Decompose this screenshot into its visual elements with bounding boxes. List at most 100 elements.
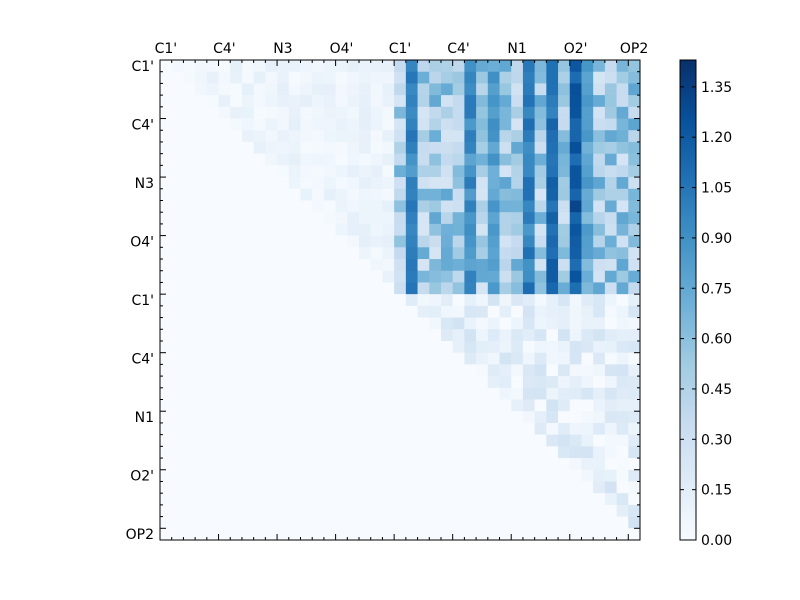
heatmap-cell: [183, 458, 196, 471]
heatmap-cell: [382, 153, 395, 166]
heatmap-cell: [288, 259, 301, 272]
heatmap-cell: [394, 95, 407, 108]
heatmap-cell: [241, 235, 255, 248]
heatmap-cell: [429, 71, 442, 84]
heatmap-cell: [370, 481, 383, 494]
heatmap-cell: [300, 481, 313, 494]
heatmap-cell: [160, 481, 173, 494]
heatmap-cell: [253, 329, 266, 342]
heatmap-cell: [288, 270, 301, 283]
heatmap-cell: [558, 200, 571, 213]
heatmap-cell: [440, 235, 454, 248]
heatmap-cell: [417, 469, 430, 482]
heatmap-cell: [417, 340, 430, 354]
heatmap-cell: [265, 399, 278, 412]
heatmap-cell: [429, 235, 442, 248]
heatmap-cell: [312, 235, 325, 248]
heatmap-cell: [206, 504, 219, 517]
heatmap-cell: [288, 60, 301, 73]
heatmap-cell: [265, 376, 278, 389]
heatmap-cell: [335, 188, 348, 201]
heatmap-cell: [230, 387, 243, 400]
heatmap-cell: [206, 153, 219, 166]
heatmap-cell: [382, 200, 395, 213]
heatmap-cell: [323, 434, 337, 447]
heatmap-cell: [405, 60, 418, 73]
heatmap-cell: [569, 352, 582, 365]
heatmap-cell: [382, 282, 395, 295]
heatmap-cell: [511, 270, 524, 283]
heatmap-cell: [417, 411, 430, 424]
heatmap-cell: [604, 106, 617, 119]
heatmap-cell: [452, 141, 465, 155]
heatmap-cell: [487, 329, 500, 342]
heatmap-cell: [183, 95, 196, 108]
heatmap-cell: [359, 247, 372, 260]
heatmap-cell: [546, 422, 559, 436]
heatmap-cell: [522, 212, 536, 225]
heatmap-cell: [230, 270, 243, 283]
heatmap-cell: [160, 294, 173, 307]
heatmap-cell: [429, 259, 442, 272]
heatmap-cell: [440, 130, 454, 143]
heatmap-cell: [323, 247, 337, 260]
heatmap-cell: [593, 352, 606, 365]
heatmap-cell: [534, 458, 547, 471]
heatmap-cell: [558, 270, 571, 283]
heatmap-cell: [218, 153, 231, 166]
heatmap-cell: [405, 504, 418, 517]
heatmap-cell: [487, 493, 500, 506]
heatmap-cell: [370, 200, 383, 213]
heatmap-cell: [429, 305, 442, 318]
heatmap-cell: [171, 481, 184, 494]
heatmap-cell: [241, 352, 255, 365]
heatmap-cell: [499, 528, 512, 541]
heatmap-cell: [382, 235, 395, 248]
heatmap-cell: [569, 481, 582, 494]
heatmap-cell: [265, 235, 278, 248]
heatmap-cell: [534, 223, 547, 237]
heatmap-cell: [347, 188, 360, 201]
heatmap-cell: [300, 71, 313, 84]
heatmap-cell: [405, 411, 418, 424]
heatmap-cell: [546, 270, 559, 283]
heatmap-cell: [288, 340, 301, 354]
heatmap-cell: [312, 387, 325, 400]
heatmap-cell: [347, 177, 360, 190]
heatmap-cell: [405, 469, 418, 482]
heatmap-cell: [347, 504, 360, 517]
heatmap-cell: [265, 329, 278, 342]
heatmap-cell: [499, 493, 512, 506]
heatmap-cell: [558, 434, 571, 447]
heatmap-cell: [335, 376, 348, 389]
heatmap-cell: [499, 95, 512, 108]
heatmap-cell: [277, 95, 290, 108]
heatmap-cell: [359, 317, 372, 330]
heatmap-cell: [394, 317, 407, 330]
heatmap-cell: [440, 434, 454, 447]
heatmap-cell: [464, 259, 477, 272]
heatmap-cell: [616, 364, 629, 377]
heatmap-cell: [347, 446, 360, 459]
heatmap-cell: [171, 282, 184, 295]
heatmap-cell: [452, 411, 465, 424]
heatmap-cell: [218, 259, 231, 272]
heatmap-cell: [195, 165, 208, 178]
heatmap-cell: [522, 270, 536, 283]
heatmap-cell: [335, 106, 348, 119]
heatmap-cell: [335, 83, 348, 96]
heatmap-cell: [522, 411, 536, 424]
heatmap-cell: [195, 504, 208, 517]
heatmap-cell: [522, 516, 536, 529]
heatmap-cell: [429, 376, 442, 389]
heatmap-cell: [394, 165, 407, 178]
heatmap-cell: [511, 165, 524, 178]
heatmap-cell: [476, 376, 489, 389]
heatmap-cell: [195, 376, 208, 389]
heatmap-cell: [171, 259, 184, 272]
heatmap-cell: [323, 422, 337, 436]
heatmap-cell: [218, 60, 231, 73]
heatmap-cell: [546, 247, 559, 260]
heatmap-cell: [253, 317, 266, 330]
